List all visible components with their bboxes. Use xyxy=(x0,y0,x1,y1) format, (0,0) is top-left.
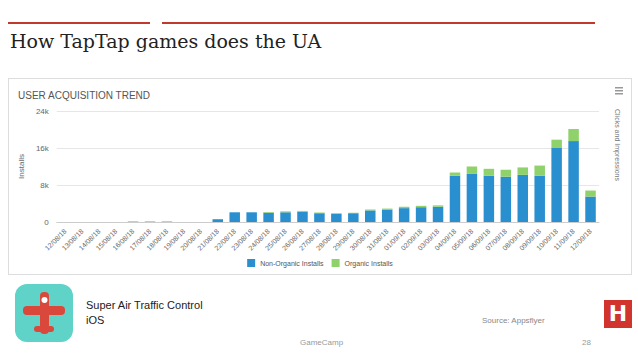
svg-text:16k: 16k xyxy=(36,144,50,153)
svg-text:31/08/18: 31/08/18 xyxy=(365,227,390,252)
svg-text:22/08/18: 22/08/18 xyxy=(213,227,238,252)
html-text:GameCamp: GameCamp xyxy=(300,338,344,347)
svg-text:05/09/18: 05/09/18 xyxy=(450,227,475,252)
svg-text:20/08/18: 20/08/18 xyxy=(179,227,204,252)
svg-text:12/08/18: 12/08/18 xyxy=(43,227,68,252)
html-text:iOS: iOS xyxy=(86,314,105,326)
svg-text:02/09/18: 02/09/18 xyxy=(399,227,424,252)
svg-text:23/08/18: 23/08/18 xyxy=(230,227,255,252)
svg-text:01/09/18: 01/09/18 xyxy=(382,227,407,252)
svg-text:29/08/18: 29/08/18 xyxy=(331,227,356,252)
svg-text:09/09/18: 09/09/18 xyxy=(518,227,543,252)
svg-text:04/09/18: 04/09/18 xyxy=(433,227,458,252)
svg-text:Non-Organic Installs: Non-Organic Installs xyxy=(260,260,324,268)
svg-text:26/08/18: 26/08/18 xyxy=(280,227,305,252)
svg-text:8k: 8k xyxy=(40,181,49,190)
svg-text:Organic Installs: Organic Installs xyxy=(345,260,394,268)
svg-text:28/08/18: 28/08/18 xyxy=(314,227,339,252)
svg-text:21/08/18: 21/08/18 xyxy=(196,227,221,252)
svg-text:USER ACQUISITION TREND: USER ACQUISITION TREND xyxy=(18,90,150,101)
svg-text:03/09/18: 03/09/18 xyxy=(416,227,441,252)
svg-text:30/08/18: 30/08/18 xyxy=(348,227,373,252)
svg-text:24k: 24k xyxy=(36,107,50,116)
svg-text:15/08/18: 15/08/18 xyxy=(94,227,119,252)
svg-text:16/08/18: 16/08/18 xyxy=(111,227,136,252)
html-text:H: H xyxy=(608,301,628,326)
svg-text:24/08/18: 24/08/18 xyxy=(246,227,272,252)
svg-text:11/09/18: 11/09/18 xyxy=(552,227,577,252)
html-text:Source: Appsflyer: Source: Appsflyer xyxy=(482,316,545,325)
svg-text:07/09/18: 07/09/18 xyxy=(484,227,509,252)
svg-text:10/09/18: 10/09/18 xyxy=(534,227,560,252)
svg-text:Clicks and Impressions: Clicks and Impressions xyxy=(613,109,621,181)
svg-text:12/09/18: 12/09/18 xyxy=(569,227,593,251)
svg-text:06/09/18: 06/09/18 xyxy=(467,227,492,252)
html-text:28: 28 xyxy=(582,338,591,347)
svg-text:08/09/18: 08/09/18 xyxy=(501,227,526,252)
html-text:How TapTap games does the UA: How TapTap games does the UA xyxy=(10,30,322,52)
svg-text:14/08/18: 14/08/18 xyxy=(77,227,102,252)
svg-text:17/08/18: 17/08/18 xyxy=(128,227,153,252)
svg-text:Installs: Installs xyxy=(17,154,26,179)
svg-text:18/08/18: 18/08/18 xyxy=(145,227,170,252)
svg-text:19/08/18: 19/08/18 xyxy=(162,227,187,252)
html-text:Super Air Traffic Control: Super Air Traffic Control xyxy=(86,299,203,311)
svg-text:25/08/18: 25/08/18 xyxy=(263,227,288,252)
svg-text:13/08/18: 13/08/18 xyxy=(60,227,85,252)
svg-text:27/08/18: 27/08/18 xyxy=(297,227,322,252)
svg-text:0: 0 xyxy=(44,218,49,227)
